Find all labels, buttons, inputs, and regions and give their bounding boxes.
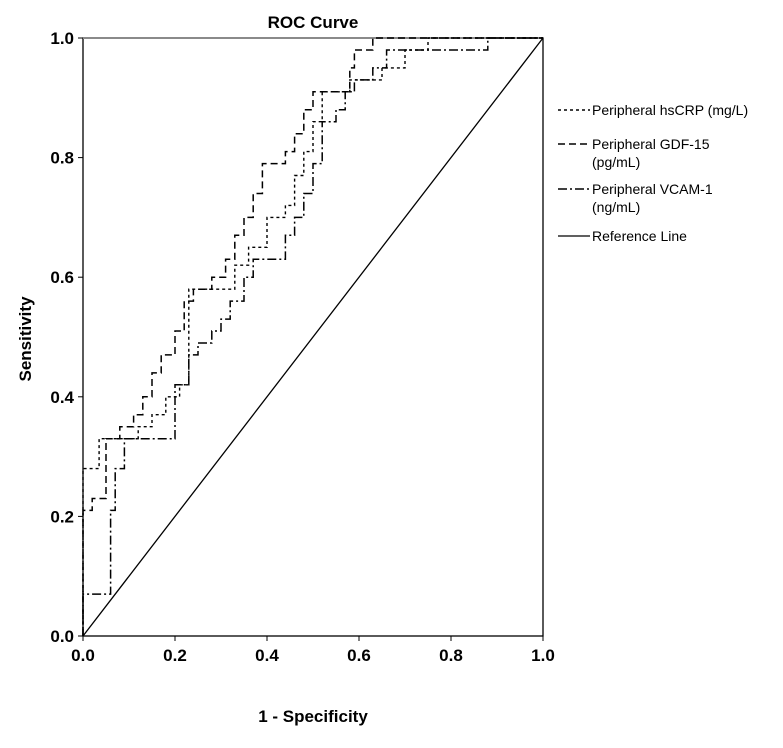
series-line-peripheral-vcam-1-ng-ml (82, 37, 543, 636)
x-tick-label: 0.4 (255, 646, 279, 665)
y-tick-label: 0.4 (50, 388, 74, 407)
series-line-peripheral-gdf-15-pg-ml (82, 37, 543, 636)
y-tick-label: 0.6 (50, 268, 74, 287)
legend: Peripheral hsCRP (mg/L) Peripheral GDF-15… (558, 102, 748, 244)
series-line-reference-line (82, 37, 544, 637)
legend-label: Peripheral VCAM-1 (592, 181, 713, 197)
legend-label: Reference Line (592, 228, 687, 244)
legend-label: (pg/mL) (592, 154, 640, 170)
chart-title: ROC Curve (268, 13, 359, 32)
legend-label: Peripheral GDF-15 (592, 136, 710, 152)
y-axis-label: Sensitivity (16, 296, 35, 382)
x-tick-label: 0.8 (439, 646, 463, 665)
legend-label: Peripheral hsCRP (mg/L) (592, 102, 748, 118)
x-tick-label: 0.6 (347, 646, 371, 665)
legend-label: (ng/mL) (592, 199, 640, 215)
y-tick-label: 0.2 (50, 507, 74, 526)
plot-area: 0.0 0.2 0.4 0.6 0.8 1.0 0.0 0.2 0.4 0.6 0.8 1.0 (50, 29, 554, 665)
x-axis-label: 1 - Specificity (258, 707, 368, 726)
x-tick-label: 1.0 (531, 646, 555, 665)
y-tick-label: 0.0 (50, 627, 74, 646)
y-tick-label: 0.8 (50, 149, 74, 168)
series-line-peripheral-hscrp-mg-l (82, 37, 543, 636)
y-tick-label: 1.0 (50, 29, 74, 48)
x-tick-label: 0.2 (163, 646, 187, 665)
x-tick-label: 0.0 (71, 646, 95, 665)
